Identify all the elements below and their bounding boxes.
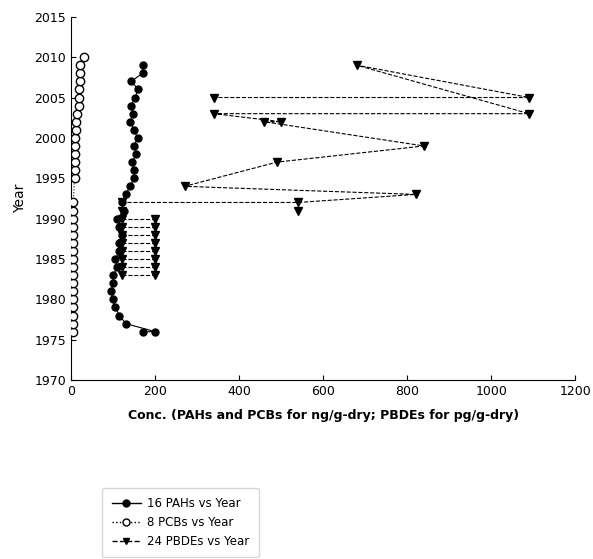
Y-axis label: Year: Year — [14, 184, 27, 213]
X-axis label: Conc. (PAHs and PCBs for ng/g-dry; PBDEs for pg/g-dry): Conc. (PAHs and PCBs for ng/g-dry; PBDEs… — [127, 409, 519, 422]
Legend: 16 PAHs vs Year, 8 PCBs vs Year, 24 PBDEs vs Year: 16 PAHs vs Year, 8 PCBs vs Year, 24 PBDE… — [102, 488, 259, 557]
